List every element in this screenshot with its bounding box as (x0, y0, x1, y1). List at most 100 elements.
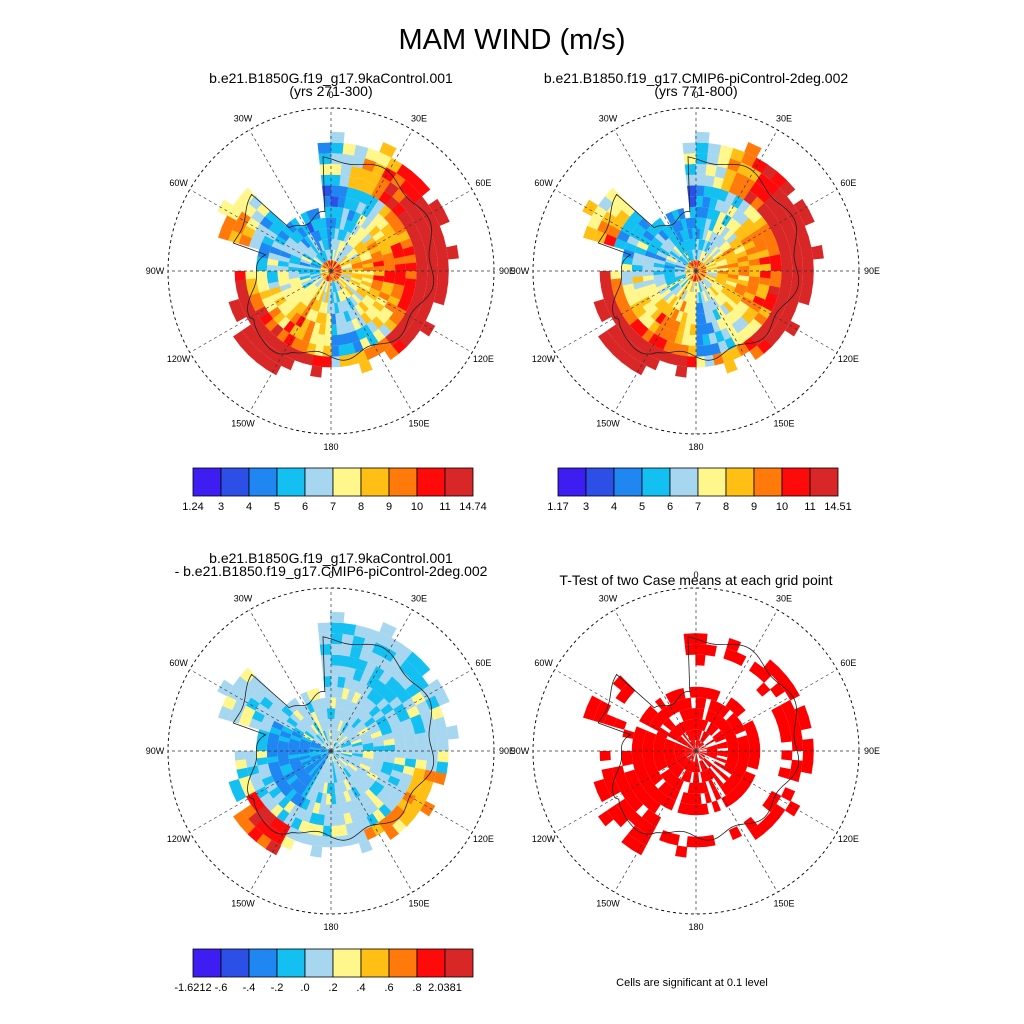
grid-cell (324, 281, 329, 293)
grid-cell (712, 701, 722, 714)
grid-cell (743, 720, 756, 731)
grid-cell (361, 258, 374, 265)
grid-cell (322, 271, 331, 278)
grid-cell (288, 751, 300, 756)
grid-cell (412, 242, 426, 255)
grid-cell (331, 814, 339, 826)
grid-cell (378, 816, 393, 832)
grid-cell (322, 250, 328, 262)
grid-cell (324, 761, 329, 773)
figure-title: MAM WIND (m/s) (398, 24, 625, 56)
grid-cell (698, 708, 705, 720)
grid-cell (279, 283, 292, 292)
grid-cell (303, 715, 314, 727)
grid-cell (289, 697, 302, 710)
grid-cell (696, 271, 707, 275)
grid-cell (687, 280, 693, 292)
grid-cell (679, 255, 689, 265)
grid-cell (332, 718, 338, 730)
grid-cell (264, 210, 278, 224)
grid-cell (324, 239, 329, 251)
grid-cell (346, 248, 356, 258)
grid-cell (744, 141, 762, 158)
grid-cell (250, 209, 265, 224)
grid-cell (753, 312, 768, 326)
grid-cell (315, 769, 323, 781)
grid-cell (346, 284, 356, 294)
grid-cell (364, 774, 376, 785)
grid-cell (290, 312, 302, 325)
grid-cell (309, 748, 321, 752)
grid-cell (695, 654, 706, 666)
grid-cell (339, 834, 351, 847)
grid-cell (301, 759, 313, 767)
grid-cell (339, 218, 347, 230)
grid-cell (599, 271, 611, 282)
grid-cell (750, 157, 768, 174)
grid-cell (339, 241, 347, 253)
grid-cell (700, 206, 709, 219)
grid-cell (717, 272, 729, 278)
grid-cell (713, 280, 725, 289)
grid-cell (316, 334, 326, 346)
grid-cell (352, 750, 364, 755)
grid-cell (716, 293, 727, 305)
grid-cell (586, 215, 602, 231)
grid-cell (338, 344, 349, 357)
grid-cell (687, 228, 693, 240)
grid-cell (315, 792, 323, 804)
longitude-label: 120W (167, 834, 191, 844)
grid-cell (352, 270, 364, 275)
grid-cell (336, 733, 345, 743)
grid-cell (322, 271, 331, 279)
grid-cell (583, 705, 598, 721)
grid-cell (665, 691, 676, 704)
grid-cell (293, 301, 305, 313)
grid-cell (716, 211, 727, 224)
grid-cell (312, 322, 321, 335)
grid-cell (425, 759, 438, 772)
grid-cell (675, 754, 687, 760)
grid-cell (331, 747, 342, 751)
grid-cell (378, 771, 391, 782)
grid-cell (355, 327, 367, 341)
grid-cell (675, 310, 684, 323)
grid-cell (341, 622, 357, 636)
grid-cell (759, 276, 771, 286)
grid-cell (663, 744, 675, 750)
grid-cell (638, 791, 651, 805)
grid-cell (703, 174, 715, 187)
grid-cell (251, 299, 266, 312)
grid-cell (297, 304, 308, 316)
grid-cell (696, 740, 700, 751)
grid-cell (695, 708, 701, 720)
longitude-label: 0 (693, 570, 698, 580)
grid-cell (331, 264, 340, 271)
grid-cell (366, 333, 380, 347)
grid-cell (685, 751, 696, 756)
grid-cell (413, 767, 426, 779)
grid-cell (793, 198, 810, 216)
grid-cell (384, 798, 398, 812)
grid-cell (268, 703, 282, 716)
grid-cell (719, 706, 730, 718)
grid-cell (355, 658, 368, 672)
grid-cell (687, 782, 694, 794)
grid-cell (371, 212, 385, 226)
grid-cell (300, 798, 311, 811)
grid-cell (397, 798, 412, 813)
grid-cell (621, 271, 633, 279)
grid-cell (769, 277, 782, 288)
grid-cell (291, 730, 303, 739)
grid-cell (333, 761, 338, 773)
grid-cell (708, 197, 718, 210)
grid-cell (331, 271, 340, 278)
grid-cell (338, 255, 348, 265)
grid-cell (676, 755, 687, 762)
grid-cell (699, 217, 707, 229)
grid-cell (716, 744, 728, 749)
grid-cell (309, 751, 321, 754)
grid-cell (695, 729, 699, 741)
grid-cell (664, 755, 676, 761)
grid-cell (790, 729, 803, 742)
